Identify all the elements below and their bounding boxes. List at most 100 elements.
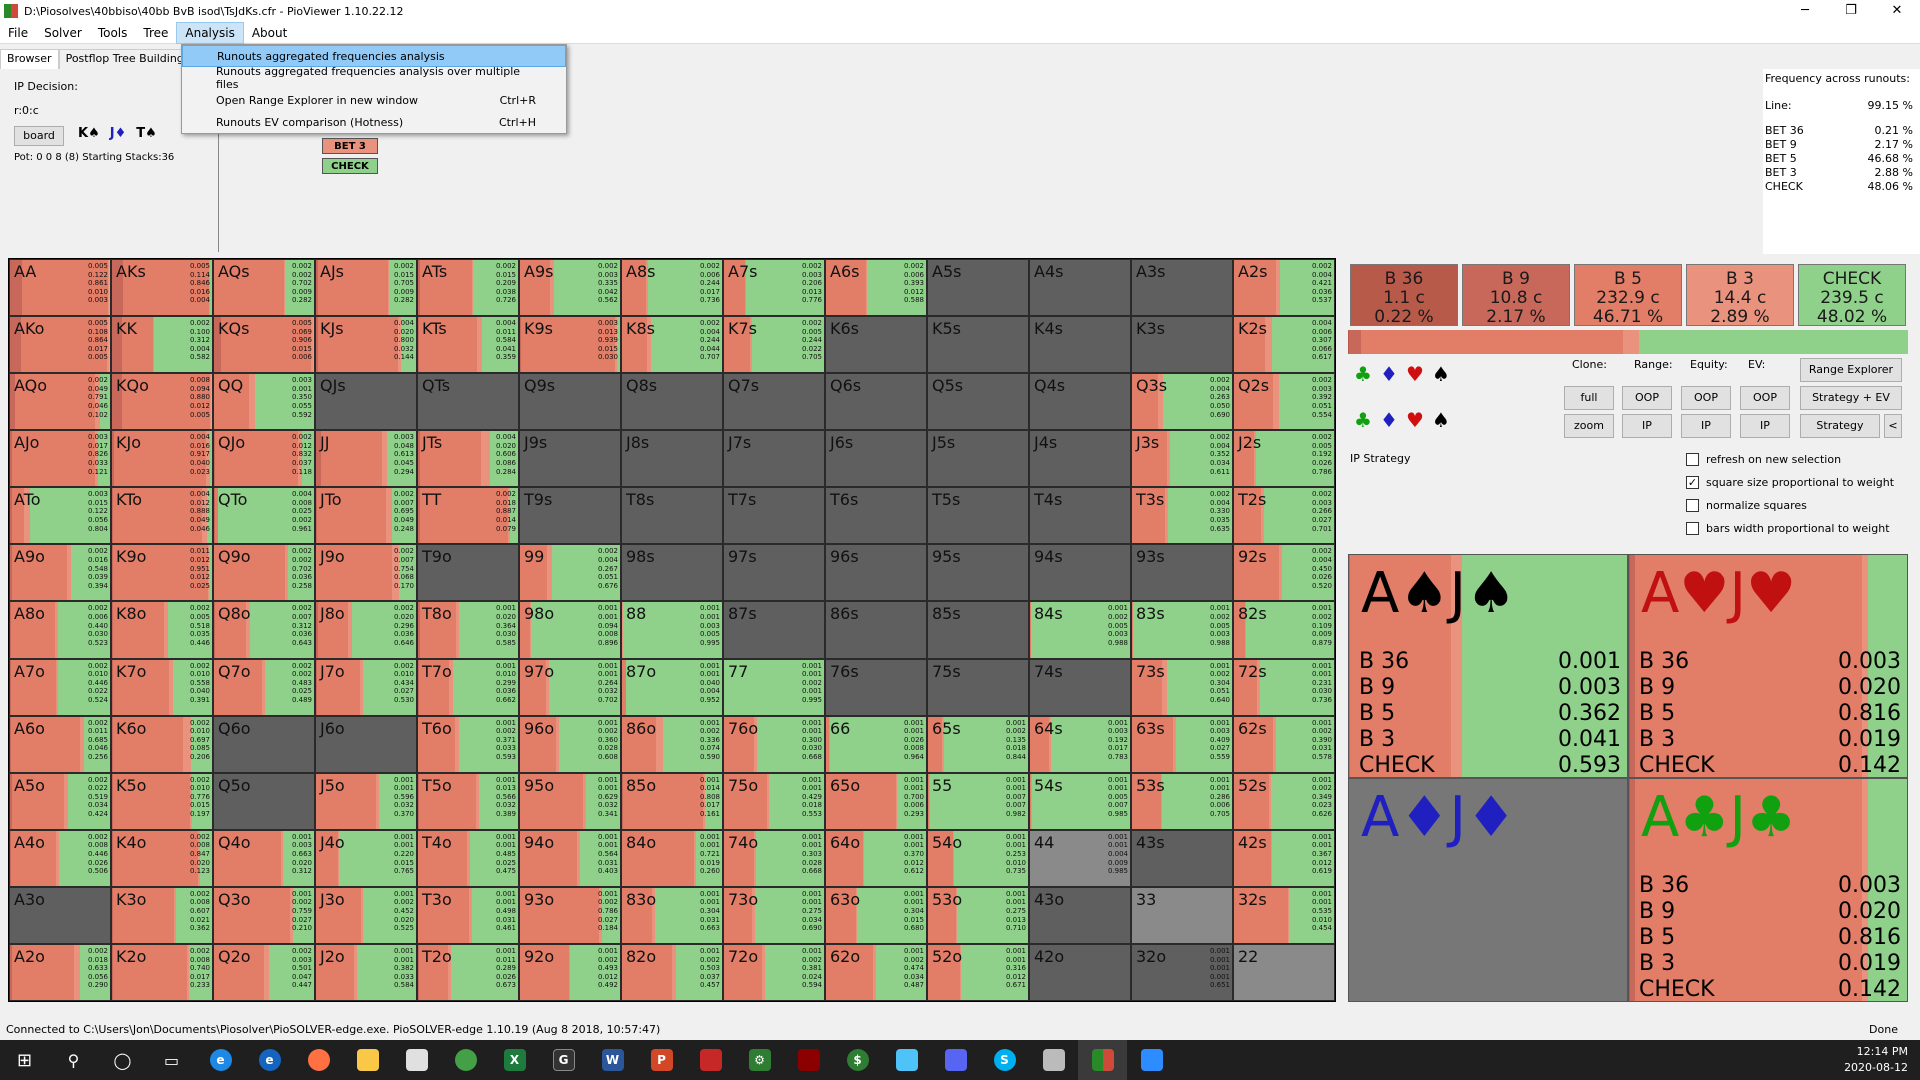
minimize-button[interactable]: ─ [1801, 3, 1809, 18]
hand-cell[interactable]: 73s 0.001 0.002 0.304 0.051 0.640 [1131, 658, 1233, 716]
hand-cell[interactable]: K7s 0.002 0.005 0.244 0.022 0.705 [723, 316, 825, 374]
powerpoint-icon[interactable]: P [637, 1040, 686, 1080]
hand-cell[interactable]: 32s 0.001 0.001 0.535 0.010 0.454 [1233, 886, 1335, 944]
hand-cell[interactable]: T7o 0.001 0.010 0.299 0.036 0.662 [417, 658, 519, 716]
hand-cell[interactable]: T3s 0.002 0.004 0.330 0.035 0.635 [1131, 487, 1233, 545]
hand-cell[interactable]: T4o 0.001 0.001 0.485 0.025 0.475 [417, 829, 519, 887]
club-filter-icon[interactable]: ♣ [1354, 362, 1372, 386]
hand-cell[interactable]: Q2o 0.002 0.003 0.501 0.047 0.447 [213, 943, 315, 1001]
hand-cell[interactable]: T3o 0.001 0.001 0.498 0.031 0.461 [417, 886, 519, 944]
hand-cell[interactable]: T4s [1029, 487, 1131, 545]
hand-cell[interactable]: J8s [621, 430, 723, 488]
hand-cell[interactable]: A3o [9, 886, 111, 944]
action-summary-box[interactable]: B 9 10.8 c 2.17 % [1462, 264, 1570, 327]
hand-cell[interactable]: K7o 0.002 0.010 0.558 0.040 0.391 [111, 658, 213, 716]
tab-postflop-tree[interactable]: Postflop Tree Building and [58, 49, 215, 69]
hand-cell[interactable]: K3s [1131, 316, 1233, 374]
hand-cell[interactable]: 75s [927, 658, 1029, 716]
cortana-icon[interactable]: ◯ [113, 1050, 132, 1070]
hand-cell[interactable]: 87s [723, 601, 825, 659]
hand-cell[interactable]: K2s 0.004 0.006 0.307 0.066 0.617 [1233, 316, 1335, 374]
ie-icon[interactable]: e [245, 1040, 294, 1080]
notes-icon[interactable] [882, 1040, 931, 1080]
hand-cell[interactable]: 32o 0.001 0.001 0.001 0.001 0.651 [1131, 943, 1233, 1001]
hand-cell[interactable]: A2o 0.002 0.018 0.633 0.056 0.290 [9, 943, 111, 1001]
hand-cell[interactable]: J2o 0.001 0.001 0.382 0.033 0.584 [315, 943, 417, 1001]
spade-filter-icon[interactable]: ♠ [1432, 408, 1450, 432]
hand-cell[interactable]: 99 0.002 0.004 0.267 0.051 0.676 [519, 544, 621, 602]
action-summary-box[interactable]: B 3 14.4 c 2.89 % [1686, 264, 1794, 327]
hand-cell[interactable]: 82s 0.001 0.002 0.109 0.009 0.879 [1233, 601, 1335, 659]
action-summary-box[interactable]: CHECK 239.5 c 48.02 % [1798, 264, 1906, 327]
hand-cell[interactable]: J4s [1029, 430, 1131, 488]
hand-cell[interactable]: AQs 0.002 0.002 0.702 0.009 0.282 [213, 259, 315, 317]
equity-oop-button[interactable]: OOP [1681, 386, 1731, 410]
firefox-icon[interactable] [294, 1040, 343, 1080]
menu-item-runouts-aggregated[interactable]: Runouts aggregated frequencies analysis [182, 45, 566, 67]
hand-cell[interactable]: J7o 0.002 0.010 0.434 0.027 0.530 [315, 658, 417, 716]
hand-cell[interactable]: K3o 0.002 0.008 0.607 0.021 0.362 [111, 886, 213, 944]
task-view-icon[interactable]: ▭ [163, 1050, 180, 1070]
combo-box[interactable]: A♣J♣ B 36 0.003 B 9 0.020 B 5 0.816 B 3 0.019 CHE… [1628, 778, 1908, 1002]
diamond-filter-icon[interactable]: ♦ [1380, 408, 1398, 432]
maximize-button[interactable]: ❐ [1845, 3, 1857, 18]
chrome-icon[interactable] [441, 1040, 490, 1080]
hand-cell[interactable]: A8s 0.002 0.006 0.244 0.017 0.736 [621, 259, 723, 317]
hand-cell[interactable]: 22 [1233, 943, 1335, 1001]
hand-cell[interactable]: 72s 0.001 0.001 0.231 0.030 0.736 [1233, 658, 1335, 716]
hand-cell[interactable]: 74o 0.001 0.001 0.303 0.028 0.668 [723, 829, 825, 887]
hand-cell[interactable]: J3o 0.001 0.002 0.452 0.020 0.525 [315, 886, 417, 944]
hand-cell[interactable]: A9o 0.002 0.016 0.548 0.039 0.394 [9, 544, 111, 602]
hand-cell[interactable]: 85s [927, 601, 1029, 659]
hand-cell[interactable]: 63s 0.001 0.003 0.409 0.027 0.559 [1131, 715, 1233, 773]
menu-file[interactable]: File [8, 25, 29, 40]
hand-cell[interactable]: 62s 0.001 0.002 0.390 0.031 0.578 [1233, 715, 1335, 773]
hand-cell[interactable]: 85o 0.001 0.014 0.808 0.017 0.161 [621, 772, 723, 830]
skype-icon[interactable]: S [980, 1040, 1029, 1080]
hand-cell[interactable]: K8s 0.002 0.004 0.244 0.044 0.707 [621, 316, 723, 374]
hand-cell[interactable]: 96s [825, 544, 927, 602]
discord-icon[interactable] [931, 1040, 980, 1080]
hand-cell[interactable]: J8o 0.002 0.020 0.296 0.036 0.646 [315, 601, 417, 659]
settings-icon[interactable]: ⚙ [735, 1040, 784, 1080]
range-ip-button[interactable]: IP [1622, 414, 1672, 438]
hand-cell[interactable]: QJs [315, 373, 417, 431]
hand-cell[interactable]: Q3o 0.001 0.002 0.759 0.027 0.210 [213, 886, 315, 944]
word-icon[interactable]: W [588, 1040, 637, 1080]
tab-browser[interactable]: Browser [0, 49, 59, 69]
hand-cell[interactable]: T9s [519, 487, 621, 545]
hand-cell[interactable]: K5o 0.002 0.010 0.776 0.015 0.197 [111, 772, 213, 830]
hand-cell[interactable]: T8s [621, 487, 723, 545]
hand-cell[interactable]: A3s [1131, 259, 1233, 317]
hand-cell[interactable]: 73o 0.001 0.001 0.275 0.034 0.690 [723, 886, 825, 944]
hand-cell[interactable]: T8o 0.001 0.020 0.364 0.030 0.585 [417, 601, 519, 659]
hand-cell[interactable]: K2o 0.002 0.008 0.740 0.017 0.233 [111, 943, 213, 1001]
hand-cell[interactable]: A7o 0.002 0.010 0.446 0.022 0.524 [9, 658, 111, 716]
hand-cell[interactable]: T2o 0.001 0.011 0.289 0.026 0.673 [417, 943, 519, 1001]
hand-cell[interactable]: 94o 0.001 0.001 0.564 0.031 0.403 [519, 829, 621, 887]
hand-cell[interactable]: A5s [927, 259, 1029, 317]
normalize-squares-checkbox[interactable]: normalize squares [1686, 499, 1807, 512]
hand-cell[interactable]: 74s [1029, 658, 1131, 716]
hand-cell[interactable]: 97s [723, 544, 825, 602]
hand-cell[interactable]: A4s [1029, 259, 1131, 317]
hand-cell[interactable]: T5o 0.001 0.013 0.566 0.032 0.389 [417, 772, 519, 830]
hand-cell[interactable]: 75o 0.001 0.001 0.429 0.018 0.553 [723, 772, 825, 830]
hand-cell[interactable]: J6o [315, 715, 417, 773]
hand-cell[interactable]: K9o 0.011 0.012 0.951 0.012 0.025 [111, 544, 213, 602]
hand-cell[interactable]: 62o 0.001 0.002 0.474 0.034 0.487 [825, 943, 927, 1001]
bars-width-checkbox[interactable]: bars width proportional to weight [1686, 522, 1890, 535]
hand-cell[interactable]: QJo 0.002 0.012 0.832 0.037 0.118 [213, 430, 315, 488]
hand-cell[interactable]: Q4s [1029, 373, 1131, 431]
hand-cell[interactable]: J2s 0.002 0.005 0.192 0.026 0.786 [1233, 430, 1335, 488]
hand-cell[interactable]: Q6o [213, 715, 315, 773]
refresh-checkbox[interactable]: refresh on new selection [1686, 453, 1841, 466]
hand-cell[interactable]: 54o 0.001 0.001 0.253 0.010 0.735 [927, 829, 1029, 887]
hand-cell[interactable]: 63o 0.001 0.001 0.304 0.015 0.680 [825, 886, 927, 944]
hand-cell[interactable]: QTo 0.004 0.008 0.025 0.002 0.961 [213, 487, 315, 545]
hand-cell[interactable]: 98s [621, 544, 723, 602]
hand-cell[interactable]: 64s 0.001 0.003 0.192 0.017 0.783 [1029, 715, 1131, 773]
hand-cell[interactable]: K9s 0.003 0.013 0.939 0.015 0.030 [519, 316, 621, 374]
hand-cell[interactable]: 43o [1029, 886, 1131, 944]
hand-cell[interactable]: AKs 0.005 0.114 0.846 0.016 0.004 [111, 259, 213, 317]
